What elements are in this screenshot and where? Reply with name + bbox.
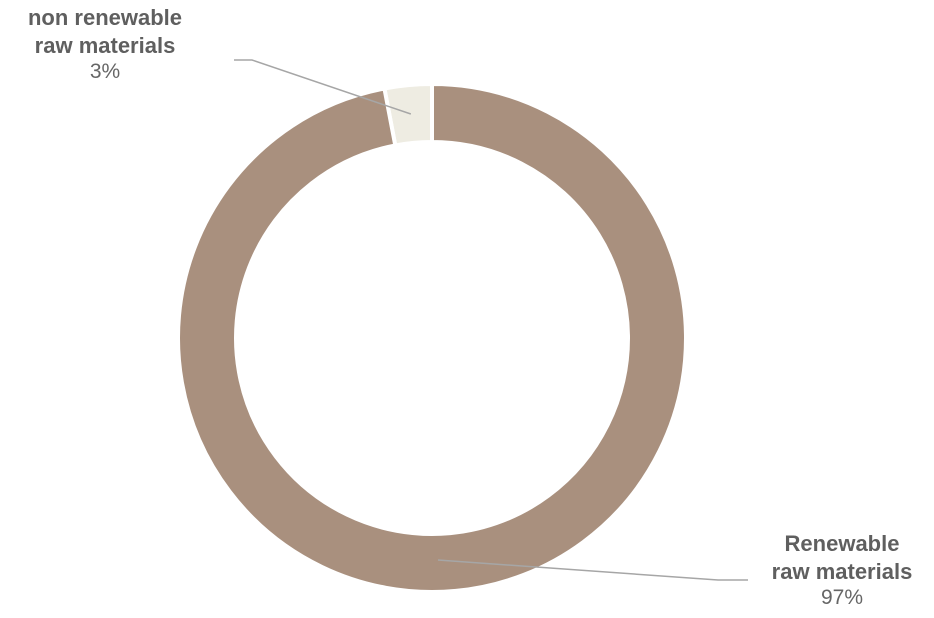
slice-name-line-2: raw materials (771, 558, 913, 584)
leader-line-non-renewable (234, 59, 412, 115)
slice-name-line-1: Renewable (784, 531, 900, 556)
slice-name-line-1: non renewable (27, 5, 183, 30)
slice-value: 97% (820, 586, 864, 609)
slice-label-renewable: Renewable raw materials 97% (752, 530, 932, 611)
slice-renewable (176, 81, 688, 594)
slice-value: 3% (89, 60, 121, 83)
slice-name-line-2: raw materials (34, 32, 176, 58)
leader-line-renewable (437, 559, 748, 581)
slice-label-non-renewable: non renewable raw materials 3% (0, 4, 210, 85)
